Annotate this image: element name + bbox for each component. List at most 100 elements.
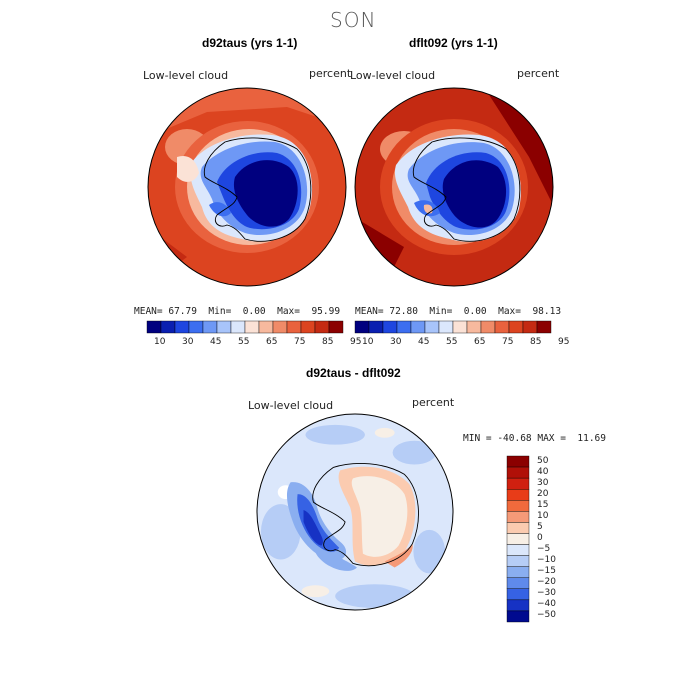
colorbar-tick-label: 5 [537,521,543,532]
panel-1-mean-value: 67.79 [168,306,197,317]
colorbar-tick-label: −15 [537,566,556,577]
colorbar-swatch [452,320,468,334]
colorbar-tick-label: 20 [537,488,549,499]
colorbar-tick-label: 55 [238,337,250,347]
colorbar-swatch [506,555,530,567]
colorbar-swatch [230,320,246,334]
colorbar-tick-label: −40 [537,599,556,610]
colorbar-swatch [146,320,162,334]
panel-3-variable-label: Low-level cloud [248,399,334,412]
panel-2-stats: MEAN= 72.80 Min= 0.00 Max= 98.13 [355,306,561,317]
colorbar-tick-label: 45 [418,337,430,347]
panel-3-colorbar [506,455,530,623]
panel-2-core [442,160,507,228]
panel-3-region-e [413,529,446,574]
panel-3-region-a [305,424,365,445]
panel-2-max-value: 98.13 [532,306,562,317]
panel-1-coastline [203,137,312,242]
colorbar-swatch [396,320,412,334]
colorbar-tick-label: 65 [474,337,486,347]
panel-3-region-j [351,476,408,557]
panel-3-region-f [374,427,395,438]
panel-3-region-m [303,510,323,546]
panel-2-max-label: Max= [498,306,521,317]
colorbar-swatch [506,544,530,556]
colorbar-tick-label: −50 [537,610,556,621]
colorbar-swatch [506,489,530,501]
colorbar-swatch [506,466,530,479]
panel-1-colorbar [146,320,344,334]
panel-3-coastline [312,463,419,567]
panel-1-title: d92taus (yrs 1-1) [202,36,298,50]
colorbar-swatch [410,320,426,334]
panel-1-min-value: 0.00 [242,306,266,317]
panel-3-region-d [335,584,415,609]
colorbar-swatch [368,320,384,334]
colorbar-tick-label: 30 [537,477,549,488]
colorbar-tick-label: 15 [537,499,549,510]
panel-1-map-border [147,87,347,287]
colorbar-swatch [506,577,530,589]
panel-2-mean-label: MEAN= [355,306,384,317]
colorbar-tick-label: 0 [537,533,543,543]
colorbar-tick-label: 10 [362,337,374,347]
panel-1-colorbar-ticks: 10 30 45 55 65 75 85 95 [147,337,361,349]
panel-2-colorbar [354,320,552,334]
panel-2-title: dflt092 (yrs 1-1) [409,36,498,50]
colorbar-swatch [506,477,530,490]
colorbar-swatch [382,320,398,334]
panel-1-core [233,160,298,227]
colorbar-swatch [506,599,530,612]
colorbar-swatch [438,320,454,334]
colorbar-swatch [286,320,302,334]
panel-1-mean-label: MEAN= [134,306,163,317]
colorbar-swatch [424,320,440,334]
panel-2-mean-value: 72.80 [389,306,418,317]
panel-2-units-label: percent [517,67,560,80]
panel-1-min-label: Min= [208,306,232,317]
colorbar-swatch [314,320,330,334]
panel-1-max-label: Max= [277,306,300,317]
panel-1-region-e [177,155,199,182]
colorbar-swatch [354,320,370,334]
colorbar-swatch [506,522,530,534]
colorbar-swatch [494,320,510,334]
colorbar-tick-label: −20 [537,577,556,588]
panel-3-colorbar-ticks: 50 40 30 20 15 10 5 0 −5 −10 −15 −20 −30 −40 −50 [537,456,577,622]
colorbar-tick-label: −10 [537,555,556,566]
panel-2-min-value: 0.00 [463,306,487,317]
colorbar-tick-label: 30 [390,337,402,347]
colorbar-swatch [522,320,538,334]
colorbar-tick-label: 50 [537,455,549,466]
colorbar-swatch [508,320,524,334]
colorbar-swatch [258,320,274,334]
panel-3-region-b [392,440,437,465]
panel-1-polar-map [147,87,347,287]
colorbar-swatch [188,320,204,334]
colorbar-tick-label: −30 [537,588,556,599]
colorbar-swatch [244,320,260,334]
colorbar-tick-label: 85 [530,337,542,347]
colorbar-swatch [216,320,232,334]
panel-2-polar-map [354,87,554,287]
panel-3-units-label: percent [412,396,455,409]
colorbar-swatch [506,533,530,545]
panel-2-min-label: Min= [429,306,453,317]
panel-3-region-n [314,546,357,571]
colorbar-tick-label: 95 [558,337,570,347]
colorbar-tick-label: 65 [266,337,278,347]
panel-2-variable-label: Low-level cloud [350,69,436,82]
colorbar-swatch [506,511,530,523]
colorbar-swatch [536,320,552,334]
colorbar-swatch [480,320,496,334]
colorbar-swatch [272,320,288,334]
panel-1-stats: MEAN= 67.79 Min= 0.00 Max= 95.99 [134,306,340,317]
colorbar-swatch [328,320,344,334]
colorbar-tick-label: 95 [350,337,362,347]
colorbar-swatch [506,566,530,578]
panel-1-region-d [209,202,231,217]
colorbar-swatch [174,320,190,334]
panel-3-map-border [256,413,454,611]
colorbar-swatch [506,500,530,512]
colorbar-tick-label: 75 [294,337,306,347]
